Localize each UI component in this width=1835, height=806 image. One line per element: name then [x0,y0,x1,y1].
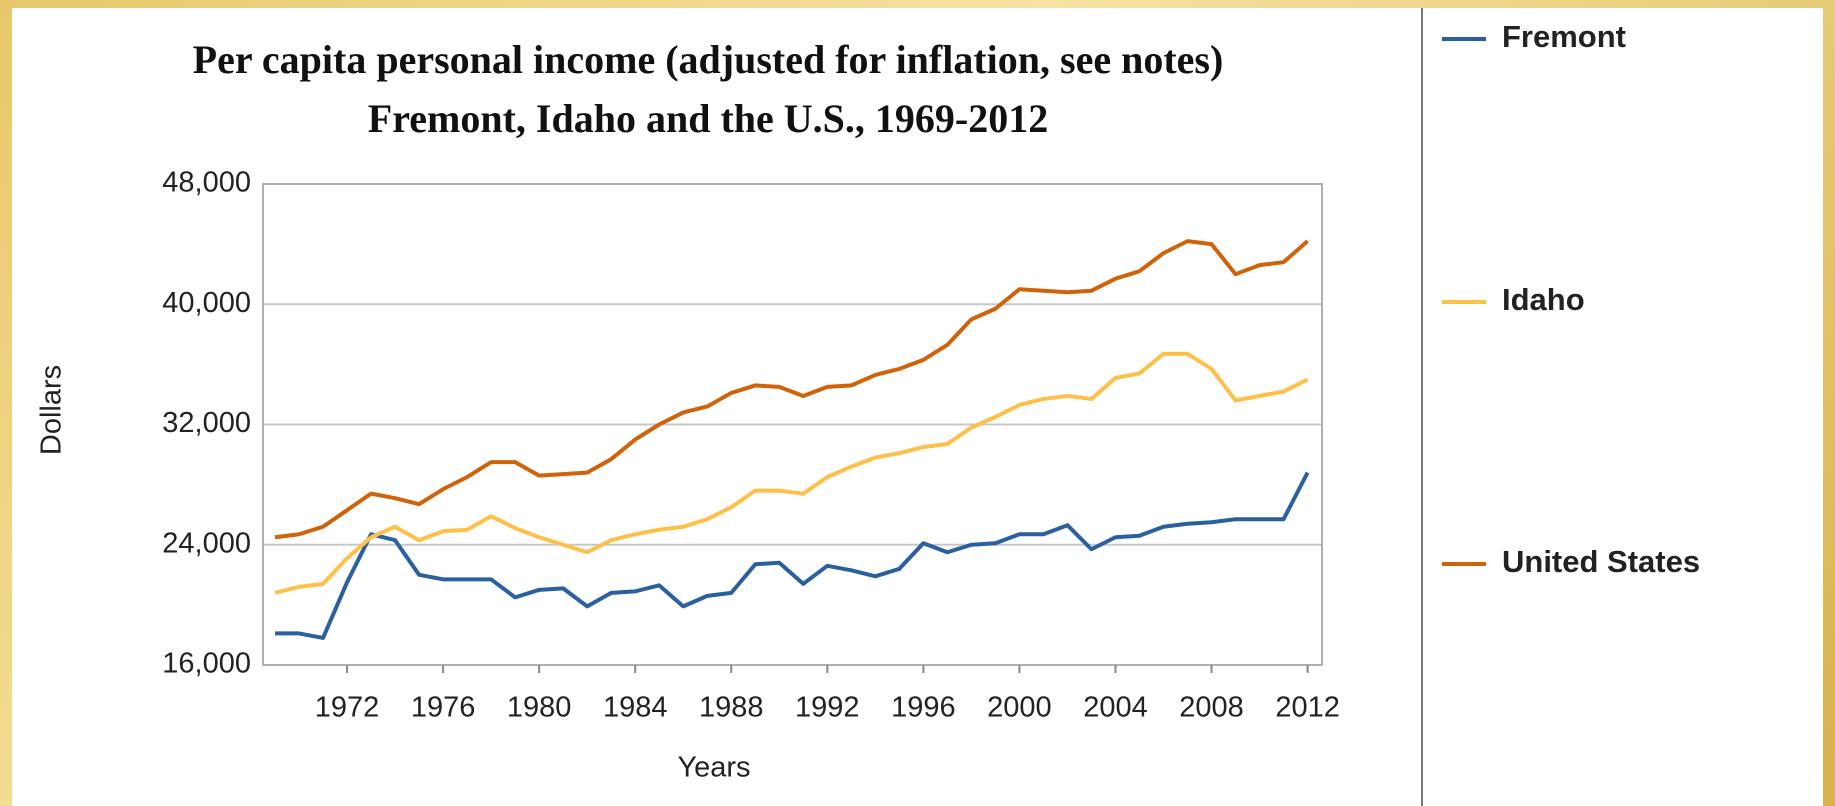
y-tick-label: 16,000 [162,648,251,680]
y-tick-label: 40,000 [162,287,251,319]
x-tick-label: 1972 [315,692,380,724]
x-tick-label: 2004 [1083,692,1148,724]
x-tick-label: 2008 [1179,692,1244,724]
x-tick-label: 1984 [603,692,668,724]
x-tick-label: 2012 [1275,692,1340,724]
y-tick-label: 32,000 [162,407,251,439]
plot-border [262,183,1323,666]
y-axis-label: Dollars [36,365,68,455]
y-tick-label: 48,000 [162,167,251,199]
legend-label: Idaho [1502,282,1585,317]
legend-label: Fremont [1502,19,1626,54]
x-axis-label: Years [677,752,750,784]
frame [12,8,1823,806]
chart-subtitle: Fremont, Idaho and the U.S., 1969-2012 [368,96,1048,141]
series-line [275,471,1310,640]
y-tick-label: 24,000 [162,527,251,559]
x-tick-label: 1996 [891,692,956,724]
x-tick-label: 1980 [507,692,572,724]
series-line [274,351,1309,595]
legend-label: United States [1502,544,1700,579]
series-line [274,239,1309,540]
x-tick-label: 2000 [987,692,1052,724]
x-tick-label: 1992 [795,692,860,724]
x-tick-label: 1976 [411,692,476,724]
x-tick-label: 1988 [699,692,764,724]
chart-title: Per capita personal income (adjusted for… [193,37,1224,82]
